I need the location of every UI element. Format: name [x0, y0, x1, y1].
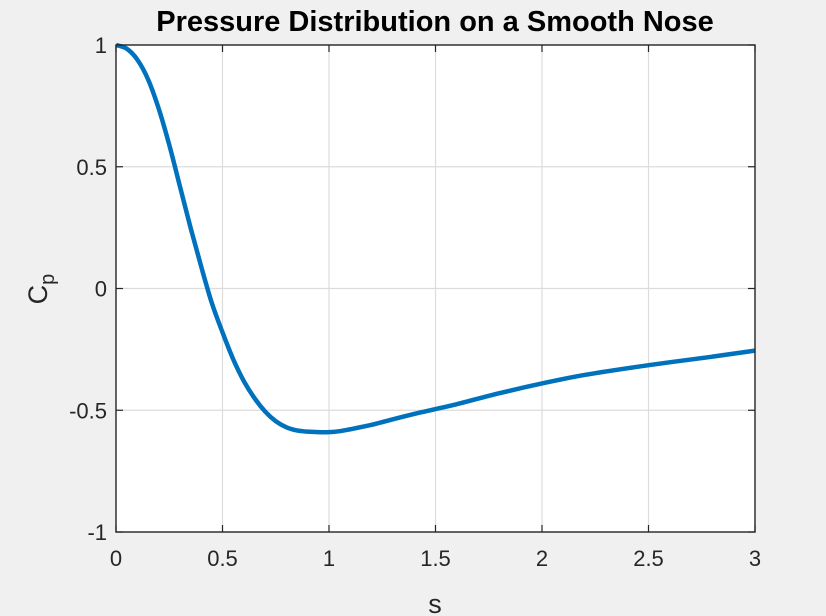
x-tick-label: 0.5	[207, 546, 238, 571]
y-axis-label: Cp	[23, 274, 59, 305]
x-axis-label: s	[428, 589, 442, 616]
x-tick-label: 1.5	[420, 546, 451, 571]
series-layer	[115, 42, 756, 435]
x-tick-label: 2.5	[633, 546, 664, 571]
svg-text:Cp: Cp	[23, 274, 59, 305]
y-tick-label: -1	[87, 520, 107, 545]
y-tick-label: 0.5	[76, 155, 107, 180]
x-tick-label: 3	[749, 546, 761, 571]
chart-title: Pressure Distribution on a Smooth Nose	[156, 6, 714, 38]
y-tick-label: 0	[95, 277, 107, 302]
tick-labels: 0 0.5 1 1.5 2 2.5 3 -1 -0.5 0 0.5 1	[69, 33, 761, 571]
x-tick-label: 1	[323, 546, 335, 571]
ticks	[115, 44, 756, 533]
series-line	[115, 42, 756, 435]
y-tick-label: 1	[95, 33, 107, 58]
x-tick-label: 0	[110, 546, 122, 571]
y-axis-label-subscript: p	[37, 274, 59, 285]
y-tick-label: -0.5	[69, 398, 107, 423]
y-axis-label-main: C	[23, 285, 53, 305]
x-tick-label: 2	[536, 546, 548, 571]
